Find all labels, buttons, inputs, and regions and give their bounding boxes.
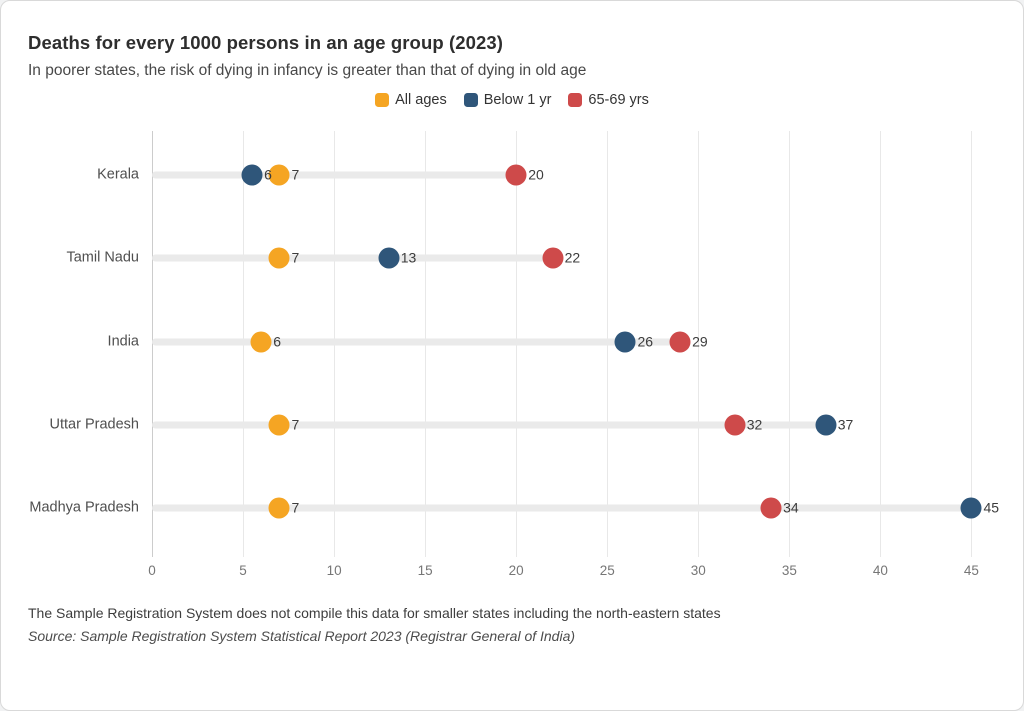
dot-below-1-yr[interactable] [960, 497, 982, 519]
gridline [698, 131, 700, 557]
dot-value-label: 29 [692, 333, 708, 350]
dot-below-1-yr[interactable] [241, 164, 263, 186]
dot-value-label: 26 [637, 333, 654, 350]
dot-65-69-yrs[interactable] [505, 164, 527, 186]
dot-value-label: 6 [264, 166, 272, 183]
x-tick-label: 40 [872, 563, 888, 578]
dot-all-ages[interactable] [268, 247, 290, 269]
dot-value-label: 34 [783, 499, 799, 516]
chart-subtitle: In poorer states, the risk of dying in i… [28, 62, 587, 79]
dot-all-ages[interactable] [268, 497, 290, 519]
dot-65-69-yrs[interactable] [760, 497, 782, 519]
dot-65-69-yrs[interactable] [542, 247, 564, 269]
dot-value-label: 22 [564, 249, 581, 266]
page-title: Deaths for every 1000 persons in an age … [28, 32, 504, 53]
dot-below-1-yr[interactable] [614, 331, 636, 352]
dot-value-label: 7 [291, 416, 300, 433]
legend-swatch-icon [463, 93, 478, 107]
dot-all-ages[interactable] [268, 414, 290, 436]
legend-swatch-icon [375, 93, 390, 107]
legend-item-all-ages[interactable]: All ages [375, 92, 447, 108]
legend-label: 65-69 yrs [588, 92, 649, 108]
x-tick-label: 15 [417, 563, 433, 578]
dot-value-label: 37 [837, 416, 854, 433]
dot-below-1-yr[interactable] [378, 247, 400, 269]
gridline [880, 131, 882, 557]
legend-item-65-69-yrs[interactable]: 65-69 yrs [568, 92, 649, 108]
row-track [152, 421, 829, 429]
legend: All ages Below 1 yr 65-69 yrs [1, 92, 1023, 108]
row-track [152, 338, 684, 345]
row-track [152, 254, 556, 262]
category-label: India [107, 333, 139, 350]
category-label: Kerala [97, 166, 139, 183]
dot-all-ages[interactable] [250, 331, 272, 352]
x-tick-label: 10 [326, 563, 342, 578]
dot-value-label: 45 [983, 499, 1000, 516]
dot-value-label: 6 [273, 333, 282, 350]
dot-all-ages[interactable] [268, 164, 290, 186]
category-label: Madhya Pradesh [29, 499, 139, 516]
x-tick-label: 45 [963, 563, 979, 578]
gridline [789, 131, 791, 557]
dot-value-label: 20 [528, 166, 544, 183]
category-label: Uttar Pradesh [49, 416, 139, 433]
row-track [152, 504, 975, 512]
category-label: Tamil Nadu [66, 249, 139, 266]
dot-65-69-yrs[interactable] [724, 414, 746, 436]
gridline [971, 131, 973, 557]
legend-label: Below 1 yr [483, 92, 552, 108]
chart-source: Source: Sample Registration System Stati… [28, 628, 576, 644]
dot-value-label: 7 [291, 249, 300, 266]
chart-footnote: The Sample Registration System does not … [28, 605, 721, 621]
x-tick-label: 20 [508, 563, 524, 578]
dot-below-1-yr[interactable] [815, 414, 837, 436]
dot-value-label: 7 [291, 166, 300, 183]
x-tick-label: 5 [239, 563, 247, 578]
dot-value-label: 13 [400, 249, 417, 266]
dot-65-69-yrs[interactable] [669, 331, 691, 352]
x-tick-label: 25 [599, 563, 615, 578]
row-track [152, 171, 520, 179]
legend-label: All ages [395, 92, 447, 108]
legend-item-below-1-yr[interactable]: Below 1 yr [463, 92, 552, 108]
legend-swatch-icon [568, 93, 583, 107]
x-tick-label: 30 [690, 563, 706, 578]
dot-value-label: 32 [746, 416, 763, 433]
dot-value-label: 7 [291, 499, 300, 516]
x-tick-label: 35 [781, 563, 797, 578]
x-tick-label: 0 [148, 563, 156, 578]
